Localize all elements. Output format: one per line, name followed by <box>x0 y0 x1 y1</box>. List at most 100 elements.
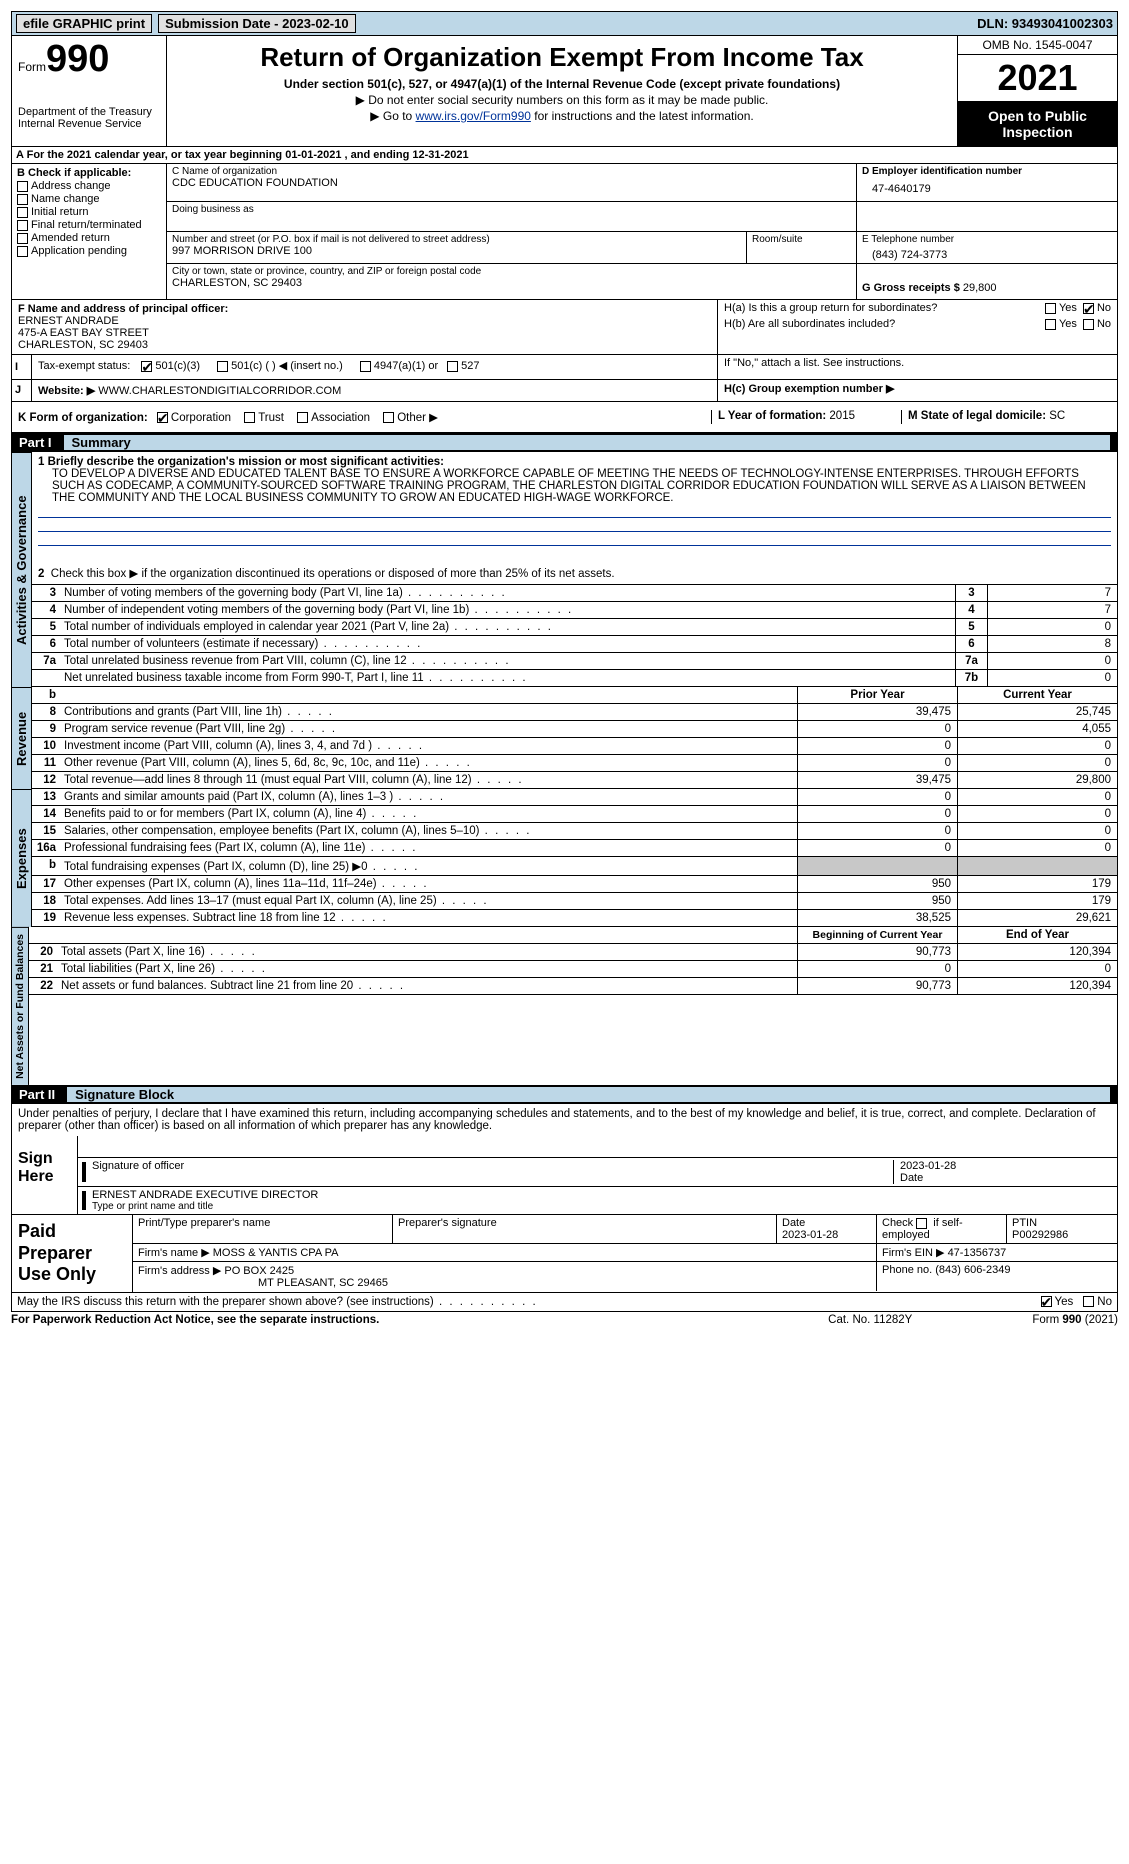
check-self-employed-label: Check <box>882 1217 916 1229</box>
may-irs-discuss: May the IRS discuss this return with the… <box>17 1296 1041 1308</box>
label-j: J <box>12 380 32 401</box>
form-title: Return of Organization Exempt From Incom… <box>177 42 947 73</box>
check-501c[interactable] <box>217 361 228 372</box>
line-a-tax-year: A For the 2021 calendar year, or tax yea… <box>11 147 1118 164</box>
efile-topbar: efile GRAPHIC print Submission Date - 20… <box>11 11 1118 36</box>
col-beginning-year: Beginning of Current Year <box>797 927 957 943</box>
officer-name: ERNEST ANDRADE <box>18 315 711 327</box>
gross-receipts-value: 29,800 <box>963 282 997 294</box>
tax-exempt-label: Tax-exempt status: <box>38 360 130 372</box>
data-line: bTotal fundraising expenses (Part IX, co… <box>32 857 1117 876</box>
checkbox-name-change[interactable] <box>17 194 28 205</box>
city-label: City or town, state or province, country… <box>172 266 851 277</box>
data-line: 12Total revenue—add lines 8 through 11 (… <box>32 772 1117 789</box>
data-line: 9Program service revenue (Part VIII, lin… <box>32 721 1117 738</box>
gov-line: 3Number of voting members of the governi… <box>32 585 1117 602</box>
paperwork-notice: For Paperwork Reduction Act Notice, see … <box>11 1314 379 1326</box>
form-org-label: K Form of organization: <box>18 412 148 424</box>
principal-officer-label: F Name and address of principal officer: <box>18 303 711 315</box>
check-corporation[interactable] <box>157 412 168 423</box>
goto-prefix: ▶ Go to <box>370 109 415 123</box>
discuss-yes[interactable] <box>1041 1296 1052 1307</box>
tax-year: 2021 <box>958 55 1117 102</box>
checkbox-amended[interactable] <box>17 233 28 244</box>
dba-value <box>172 215 851 229</box>
ssn-warning: ▶ Do not enter social security numbers o… <box>177 93 947 107</box>
vert-net-assets: Net Assets or Fund Balances <box>11 927 29 1085</box>
telephone-label: E Telephone number <box>862 234 1112 245</box>
rev-b-label: b <box>32 687 60 703</box>
prep-date-value: 2023-01-28 <box>782 1229 871 1241</box>
type-name-label: Type or print name and title <box>92 1201 1113 1212</box>
ptin-value: P00292986 <box>1012 1229 1112 1241</box>
check-4947[interactable] <box>360 361 371 372</box>
data-line: 13Grants and similar amounts paid (Part … <box>32 789 1117 806</box>
irs-link[interactable]: www.irs.gov/Form990 <box>416 109 531 123</box>
gross-receipts-label: G Gross receipts $ <box>862 282 960 294</box>
open-to-public: Open to Public Inspection <box>958 102 1117 146</box>
dba-label: Doing business as <box>172 204 851 215</box>
date-label: Date <box>900 1172 1113 1184</box>
part-1-header: Part I Summary <box>11 433 1118 452</box>
efile-print-button[interactable]: efile GRAPHIC print <box>16 14 152 33</box>
firm-addr1: PO BOX 2425 <box>224 1265 294 1277</box>
phone-value: (843) 606-2349 <box>935 1264 1010 1276</box>
label-i: I <box>12 355 32 379</box>
check-other[interactable] <box>383 412 394 423</box>
form-subtitle: Under section 501(c), 527, or 4947(a)(1)… <box>177 77 947 91</box>
officer-name-title: ERNEST ANDRADE EXECUTIVE DIRECTOR <box>92 1189 1113 1201</box>
paid-preparer-label: Paid Preparer Use Only <box>12 1215 132 1292</box>
goto-suffix: for instructions and the latest informat… <box>531 109 754 123</box>
gov-line: 5Total number of individuals employed in… <box>32 619 1117 636</box>
line1-label: 1 Briefly describe the organization's mi… <box>38 456 1111 468</box>
data-line: 22Net assets or fund balances. Subtract … <box>29 978 1117 995</box>
firm-addr-label: Firm's address ▶ <box>138 1265 221 1277</box>
col-prior-year: Prior Year <box>797 687 957 703</box>
check-association[interactable] <box>297 412 308 423</box>
street-label: Number and street (or P.O. box if mail i… <box>172 234 741 245</box>
data-line: 18Total expenses. Add lines 13–17 (must … <box>32 893 1117 910</box>
ha-yes[interactable] <box>1045 303 1056 314</box>
print-preparer-name-label: Print/Type preparer's name <box>133 1215 393 1243</box>
check-501c3[interactable] <box>141 361 152 372</box>
check-self-employed[interactable] <box>916 1218 927 1229</box>
check-527[interactable] <box>447 361 458 372</box>
perjury-declaration: Under penalties of perjury, I declare th… <box>12 1104 1117 1136</box>
website-label: Website: ▶ <box>38 385 95 397</box>
preparer-signature-label: Preparer's signature <box>393 1215 777 1243</box>
hb-yes[interactable] <box>1045 319 1056 330</box>
col-end-year: End of Year <box>957 927 1117 943</box>
check-b-title: B Check if applicable: <box>17 167 161 179</box>
submission-date-button[interactable]: Submission Date - 2023-02-10 <box>158 14 356 33</box>
data-line: 8Contributions and grants (Part VIII, li… <box>32 704 1117 721</box>
state-domicile-value: SC <box>1049 410 1065 422</box>
checkbox-address-change[interactable] <box>17 181 28 192</box>
checkbox-final-return[interactable] <box>17 220 28 231</box>
hc-label: H(c) Group exemption number ▶ <box>724 383 894 395</box>
officer-addr1: 475-A EAST BAY STREET <box>18 327 711 339</box>
data-line: 14Benefits paid to or for members (Part … <box>32 806 1117 823</box>
hb-no[interactable] <box>1083 319 1094 330</box>
check-trust[interactable] <box>244 412 255 423</box>
data-line: 10Investment income (Part VIII, column (… <box>32 738 1117 755</box>
ein-value: 47-4640179 <box>862 177 1112 195</box>
data-line: 20Total assets (Part X, line 16)90,77312… <box>29 944 1117 961</box>
room-suite-label: Room/suite <box>752 234 851 245</box>
discuss-no[interactable] <box>1083 1296 1094 1307</box>
ha-no[interactable] <box>1083 303 1094 314</box>
street-value: 997 MORRISON DRIVE 100 <box>172 245 741 257</box>
website-value: WWW.CHARLESTONDIGITIALCORRIDOR.COM <box>98 385 341 397</box>
data-line: 19Revenue less expenses. Subtract line 1… <box>32 910 1117 927</box>
form-number-block: Form990 Department of the Treasury Inter… <box>12 36 167 146</box>
year-formation-label: L Year of formation: <box>718 410 829 422</box>
checkbox-application-pending[interactable] <box>17 246 28 257</box>
vert-expenses: Expenses <box>11 789 32 927</box>
dept-treasury: Department of the Treasury <box>18 106 160 118</box>
col-current-year: Current Year <box>957 687 1117 703</box>
dln-label: DLN: 93493041002303 <box>977 16 1113 31</box>
vert-activities-governance: Activities & Governance <box>11 452 32 687</box>
firm-addr2: MT PLEASANT, SC 29465 <box>138 1277 871 1289</box>
telephone-value: (843) 724-3773 <box>862 245 1112 261</box>
checkbox-initial-return[interactable] <box>17 207 28 218</box>
mission-text: TO DEVELOP A DIVERSE AND EDUCATED TALENT… <box>38 468 1111 504</box>
